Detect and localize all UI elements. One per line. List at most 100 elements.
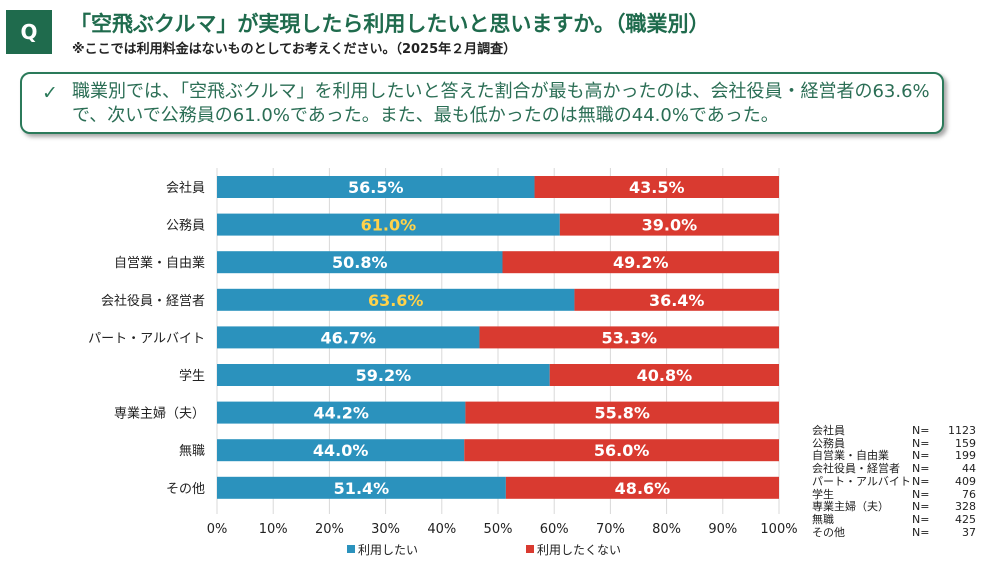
sample-name: 会社員 [812, 424, 845, 437]
sample-count: 1123 [948, 424, 976, 437]
sample-size-row: 会社員 N= 1123 [812, 424, 976, 438]
bar-segment [217, 439, 465, 462]
sample-count: 409 [955, 474, 976, 488]
sample-size-table: 会社員 N= 1123 公務員 N= 159 自営業・自由業 N= 199 会社役員・経営者 N= 4… [812, 424, 976, 540]
page-subtitle: ※ここでは利用料金はないものとしてお考えください。（2025年２月調査） [72, 42, 517, 57]
bar-segment [217, 213, 560, 236]
x-tick-label: 10% [259, 522, 288, 537]
sample-size-row: 公務員 N= 159 [812, 436, 976, 451]
data-label: 44.0% [313, 441, 369, 460]
bar-segment [479, 326, 779, 349]
sample-size-row: パート・アルバイト N= 409 [812, 474, 976, 489]
data-label: 56.0% [594, 441, 650, 460]
data-label: 50.8% [332, 253, 388, 272]
data-label: 43.5% [629, 178, 685, 197]
page-title: 「空飛ぶクルマ」が実現したら利用したいと思いますか。（職業別） [70, 12, 710, 36]
category-label: その他 [166, 482, 205, 497]
sample-name: 公務員 [812, 436, 845, 450]
bar-segment [559, 213, 779, 236]
sample-size-row: 無職 N= 425 [812, 512, 976, 527]
sample-count: 44 [962, 462, 976, 476]
sample-eq: N= [912, 525, 930, 539]
x-tick-label: 50% [484, 522, 513, 537]
data-label: 48.6% [615, 479, 671, 498]
x-tick-label: 70% [596, 522, 625, 537]
bar-segment [574, 288, 779, 311]
bar-segment [217, 401, 466, 424]
category-label: 会社員 [166, 180, 205, 196]
data-label: 53.3% [601, 328, 657, 347]
sample-eq: N= [912, 424, 930, 437]
sample-count: 425 [955, 512, 976, 526]
sample-name: 学生 [812, 487, 834, 501]
bar-segment [217, 364, 550, 386]
summary-text: 職業別では、「空飛ぶクルマ」を利用したいと答えた割合が最も高かったのは、会社役員… [72, 81, 930, 126]
category-label: 無職 [179, 444, 205, 459]
bar-segment [217, 251, 503, 274]
x-tick-label: 20% [315, 522, 344, 537]
bar-segment [217, 476, 506, 499]
sample-eq: N= [912, 462, 930, 476]
sample-name: パート・アルバイト [812, 474, 911, 488]
data-label: 46.7% [320, 328, 376, 347]
sample-eq: N= [912, 500, 930, 514]
sample-count: 159 [955, 436, 976, 450]
legend-label: 利用したくない [537, 543, 621, 557]
sample-size-row: 会社役員・経営者 N= 44 [812, 462, 976, 476]
sample-size-row: 専業主婦（夫） N= 328 [812, 501, 976, 514]
data-label: 61.0% [361, 216, 417, 235]
bar-segment [217, 288, 575, 311]
data-label: 40.8% [637, 366, 693, 385]
bar-segment [502, 251, 779, 274]
sample-size-row: 自営業・自由業 N= 199 [812, 450, 976, 463]
sample-name: 会社役員・経営者 [812, 462, 900, 476]
sample-count: 199 [955, 449, 976, 463]
data-label: 63.6% [368, 291, 424, 310]
check-icon: ✓ [42, 82, 58, 104]
sample-eq: N= [912, 487, 930, 501]
sample-eq: N= [912, 474, 930, 488]
category-label: パート・アルバイト [88, 331, 205, 346]
bar-segment [464, 439, 779, 462]
category-label: 自営業・自由業 [114, 255, 205, 271]
x-tick-label: 90% [708, 522, 737, 537]
sample-eq: N= [912, 436, 930, 450]
legend-swatch [347, 545, 355, 553]
summary-box: ✓ 職業別では、「空飛ぶクルマ」を利用したいと答えた割合が最も高かったのは、会社… [20, 72, 944, 134]
x-tick-label: 80% [652, 522, 681, 537]
sample-eq: N= [912, 512, 930, 526]
data-label: 55.8% [594, 404, 650, 423]
question-badge: Q [6, 10, 52, 54]
bar-segment [534, 176, 779, 198]
x-tick-label: 100% [760, 522, 797, 537]
category-label: 公務員 [166, 219, 205, 234]
x-tick-label: 40% [427, 522, 456, 537]
sample-name: 専業主婦（夫） [812, 500, 889, 514]
sample-name: その他 [812, 525, 845, 539]
data-label: 59.2% [356, 366, 412, 385]
legend-swatch [526, 545, 534, 553]
bar-segment [217, 326, 480, 349]
category-label: 専業主婦（夫） [114, 406, 205, 422]
data-label: 51.4% [334, 479, 390, 498]
category-label: 学生 [179, 368, 205, 384]
sample-name: 無職 [812, 512, 834, 526]
sample-count: 76 [962, 487, 976, 501]
data-label: 44.2% [313, 404, 369, 423]
bar-segment [549, 364, 779, 386]
sample-size-row: 学生 N= 76 [812, 487, 976, 502]
data-label: 49.2% [613, 253, 669, 272]
bar-segment [217, 176, 535, 198]
data-label: 36.4% [649, 291, 705, 310]
x-tick-label: 60% [540, 522, 569, 537]
bar-segment [465, 401, 779, 424]
legend-label: 利用したい [358, 543, 418, 557]
sample-count: 37 [962, 525, 976, 539]
sample-eq: N= [912, 449, 930, 463]
data-label: 56.5% [348, 178, 404, 197]
x-tick-label: 0% [207, 522, 228, 537]
sample-size-row: その他 N= 37 [812, 525, 976, 540]
sample-name: 自営業・自由業 [812, 449, 889, 463]
sample-count: 328 [955, 500, 976, 514]
bar-segment [505, 476, 779, 499]
